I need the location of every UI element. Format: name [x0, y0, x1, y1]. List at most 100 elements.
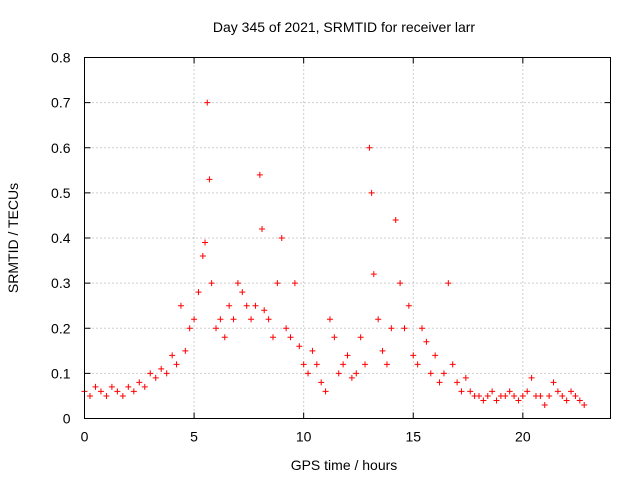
data-point	[274, 280, 281, 287]
data-point	[158, 365, 165, 372]
data-point	[344, 352, 351, 359]
data-point	[576, 397, 583, 404]
data-point	[467, 388, 474, 395]
data-point	[206, 176, 213, 183]
data-point	[208, 280, 215, 287]
x-axis-label: GPS time / hours	[291, 457, 398, 473]
data-point	[348, 374, 355, 381]
data-point	[130, 388, 137, 395]
data-point	[401, 325, 408, 332]
data-point	[234, 280, 241, 287]
data-point	[419, 325, 426, 332]
data-point	[213, 325, 219, 332]
data-point	[506, 388, 513, 395]
y-tick-label: 0.5	[51, 185, 71, 201]
data-point	[291, 280, 298, 287]
data-point	[191, 316, 198, 323]
data-point	[163, 370, 170, 377]
data-point	[141, 383, 148, 390]
data-point	[379, 347, 386, 354]
y-tick-label: 0.7	[51, 95, 71, 111]
data-point	[427, 370, 434, 377]
data-point	[243, 302, 250, 309]
x-tick-label: 0	[81, 429, 89, 445]
data-point	[177, 302, 184, 309]
data-point	[97, 388, 104, 395]
y-tick-label: 0.2	[51, 320, 71, 336]
data-point	[283, 325, 290, 332]
data-point	[541, 401, 548, 408]
data-point	[392, 216, 399, 223]
y-tick-label: 0	[63, 411, 71, 427]
data-point	[405, 302, 412, 309]
data-point	[217, 316, 224, 323]
data-point	[480, 397, 487, 404]
data-point	[410, 352, 417, 359]
y-tick-label: 0.1	[51, 365, 71, 381]
data-point	[493, 397, 500, 404]
data-point	[397, 280, 404, 287]
data-point	[265, 316, 272, 323]
data-point	[309, 347, 316, 354]
data-point	[362, 361, 369, 368]
data-point	[388, 325, 395, 332]
data-point	[550, 379, 557, 386]
data-point	[182, 347, 189, 354]
data-point	[226, 302, 233, 309]
x-tick-label: 15	[405, 429, 421, 445]
data-point	[269, 334, 276, 341]
data-point	[86, 392, 93, 399]
data-point	[353, 370, 360, 377]
data-point	[383, 361, 390, 368]
data-points	[81, 99, 588, 408]
data-point	[331, 334, 338, 341]
data-point	[528, 374, 535, 381]
data-point	[186, 325, 193, 332]
data-point	[322, 388, 329, 395]
data-point	[204, 99, 211, 106]
chart-title: Day 345 of 2021, SRMTID for receiver lar…	[213, 19, 476, 35]
y-tick-label: 0.6	[51, 140, 71, 156]
data-point	[119, 392, 126, 399]
data-point	[326, 316, 333, 323]
data-point	[368, 189, 375, 196]
data-point	[454, 379, 461, 386]
axis-ticks: 0 0.1 0.2 0.3 0.4 0.5 0.6 0.7 0.8 0 5 10 15 20	[51, 50, 611, 445]
data-point	[248, 316, 255, 323]
data-point	[375, 316, 382, 323]
data-point	[252, 302, 259, 309]
data-point	[519, 392, 526, 399]
data-point	[173, 361, 180, 368]
data-point	[511, 392, 518, 399]
data-point	[436, 379, 443, 386]
y-tick-label: 0.8	[51, 50, 71, 66]
data-point	[515, 397, 522, 404]
data-point	[114, 388, 121, 395]
grid	[84, 57, 611, 419]
data-point	[300, 361, 307, 368]
data-point	[259, 225, 266, 232]
data-point	[445, 280, 452, 287]
data-point	[546, 392, 553, 399]
data-point	[152, 374, 159, 381]
data-point	[432, 352, 439, 359]
data-point	[357, 334, 364, 341]
data-point	[125, 383, 132, 390]
data-point	[296, 343, 303, 350]
data-point	[458, 388, 465, 395]
data-point	[572, 392, 579, 399]
y-tick-label: 0.3	[51, 275, 71, 291]
data-point	[318, 379, 325, 386]
data-point	[366, 144, 373, 151]
data-point	[537, 392, 544, 399]
data-point	[287, 334, 294, 341]
data-point	[524, 388, 531, 395]
data-point	[230, 316, 237, 323]
data-point	[554, 388, 561, 395]
y-axis-label: SRMTID / TECUs	[5, 183, 21, 293]
data-point	[221, 334, 228, 341]
data-point	[449, 361, 456, 368]
data-point	[489, 388, 496, 395]
data-point	[502, 392, 509, 399]
data-point	[199, 253, 206, 260]
